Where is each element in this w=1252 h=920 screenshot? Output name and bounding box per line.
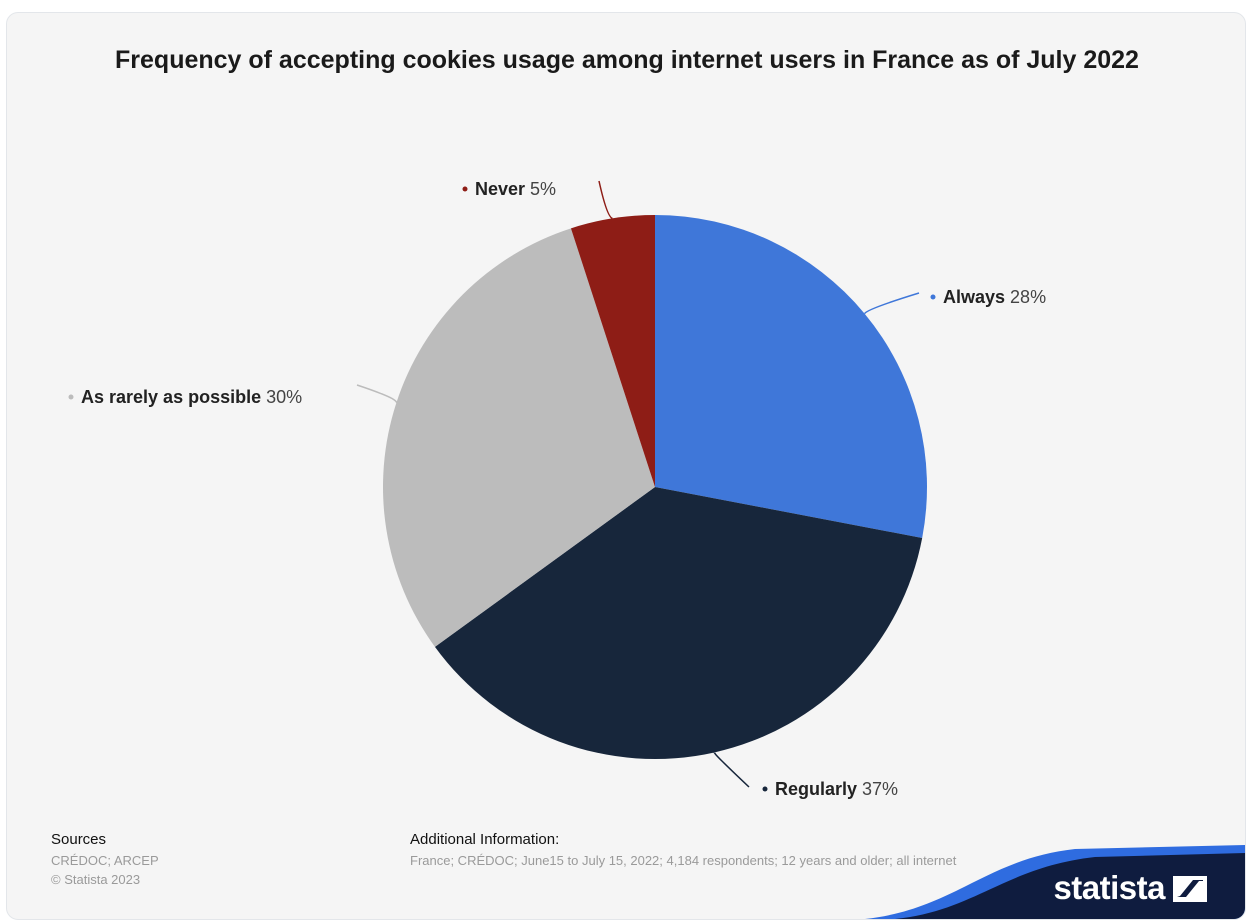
label-bullet-never [462,186,468,192]
chart-card: Frequency of accepting cookies usage amo… [6,12,1246,920]
pie-slice-always [655,215,927,538]
slice-label-always: Always 28% [943,287,1046,307]
brand-wave [865,845,1245,919]
connector-as-rarely-as-possible [356,384,398,404]
connector-never [598,180,613,220]
sources-heading: Sources [51,831,107,848]
slice-label-as-rarely-as-possible: As rarely as possible 30% [81,387,302,407]
statista-logo-text: statista [1053,869,1165,906]
slice-label-regularly: Regularly 37% [775,779,898,799]
sources-line-1: CRÉDOC; ARCEP [51,853,159,868]
pie-slice-as-rarely-as-possible [383,228,655,647]
label-bullet-always [930,294,936,300]
label-bullet-as-rarely-as-possible [68,394,74,400]
slice-label-never: Never 5% [475,179,556,199]
sources-line-2: © Statista 2023 [51,872,141,887]
connector-regularly [713,751,750,788]
label-bullet-regularly [762,786,768,792]
additional-info-heading: Additional Information: [410,831,560,848]
chart-title: Frequency of accepting cookies usage amo… [115,46,1139,74]
pie-slice-regularly [434,487,923,759]
pie-slice-never [570,215,655,487]
additional-info-text: France; CRÉDOC; June15 to July 15, 2022;… [410,853,957,868]
statista-logo-icon [1173,876,1207,902]
connector-always [863,292,920,315]
pie-chart: Always 28% Regularly 37% As rarely as poss… [68,179,1046,799]
